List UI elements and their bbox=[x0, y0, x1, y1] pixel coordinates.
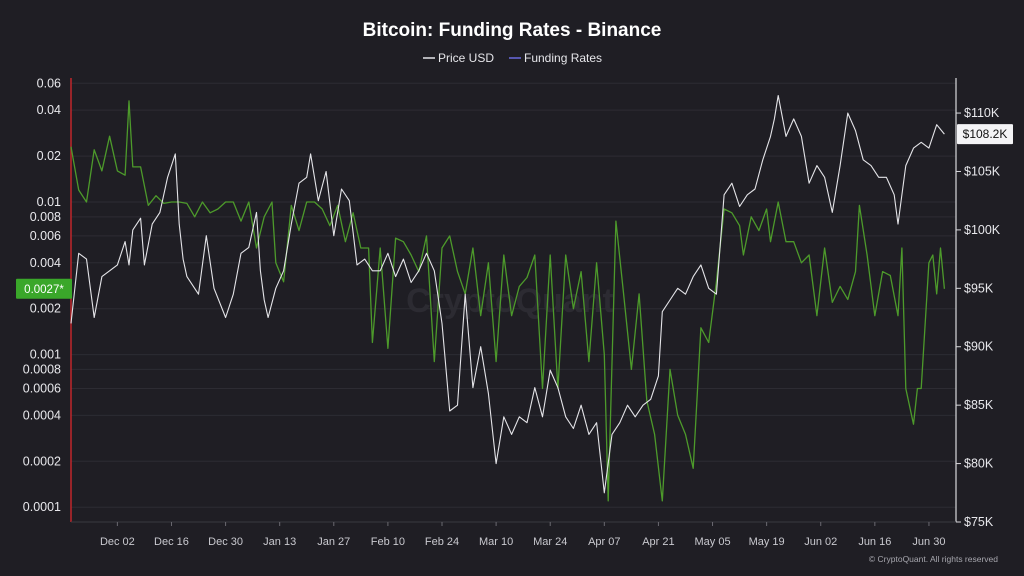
x-tick-label-3: Jan 13 bbox=[263, 536, 296, 548]
left-tick-label-10: 0.0006 bbox=[23, 381, 61, 395]
price-usd-line bbox=[70, 94, 945, 494]
legend-funding-label: Funding Rates bbox=[524, 51, 602, 65]
price-current-badge-bg bbox=[957, 124, 1013, 145]
right-tick-label-2: $85K bbox=[964, 398, 994, 412]
right-tick-label-7: $110K bbox=[964, 106, 1000, 120]
funding-rates-line bbox=[70, 100, 946, 502]
legend: Price USD Funding Rates bbox=[423, 51, 602, 65]
left-tick-label-0: 0.06 bbox=[37, 76, 61, 90]
x-tick-label-15: Jun 30 bbox=[912, 536, 945, 548]
x-tick-label-13: Jun 02 bbox=[804, 536, 837, 548]
x-axis-ticks: Dec 02 Dec 16 Dec 30 Jan 13 Jan 27 Feb 10 Feb … bbox=[100, 522, 945, 548]
x-tick-label-9: Apr 07 bbox=[588, 536, 620, 548]
price-current-badge-label: $108.2K bbox=[963, 127, 1008, 141]
left-tick-label-8: 0.001 bbox=[30, 348, 61, 362]
x-tick-label-12: May 19 bbox=[749, 536, 785, 548]
x-tick-label-8: Mar 24 bbox=[533, 536, 567, 548]
right-tick-label-6: $105K bbox=[964, 164, 1001, 178]
left-tick-label-1: 0.04 bbox=[37, 103, 61, 117]
left-tick-label-6: 0.004 bbox=[30, 256, 61, 270]
x-tick-label-1: Dec 16 bbox=[154, 536, 189, 548]
funding-current-badge-label: 0.0027* bbox=[24, 284, 64, 296]
right-axis-ticks: $75K $80K $85K $90K $95K $100K $105K $110K bbox=[956, 106, 1001, 529]
left-tick-label-2: 0.02 bbox=[37, 149, 61, 163]
chart-title: Bitcoin: Funding Rates - Binance bbox=[363, 20, 662, 41]
left-tick-label-3: 0.01 bbox=[37, 195, 61, 209]
right-tick-label-5: $100K bbox=[964, 223, 1001, 237]
copyright-credit: © CryptoQuant. All rights reserved bbox=[869, 554, 998, 564]
x-tick-label-10: Apr 21 bbox=[642, 536, 674, 548]
left-tick-label-12: 0.0002 bbox=[23, 454, 61, 468]
left-axis-ticks: 0.06 0.04 0.02 0.010.008 0.006 0.004 0.002 0.00… bbox=[23, 76, 61, 514]
left-tick-label-11: 0.0004 bbox=[23, 408, 61, 422]
x-tick-label-2: Dec 30 bbox=[208, 536, 243, 548]
right-tick-label-0: $75K bbox=[964, 515, 994, 529]
x-tick-label-7: Mar 10 bbox=[479, 536, 513, 548]
right-tick-label-4: $95K bbox=[964, 281, 994, 295]
series-price-usd bbox=[70, 94, 945, 494]
left-tick-label-13: 0.0001 bbox=[23, 500, 61, 514]
left-tick-label-5: 0.006 bbox=[30, 229, 61, 243]
left-tick-label-9: 0.0008 bbox=[23, 362, 61, 376]
funding-current-badge: 0.0027* bbox=[16, 278, 72, 299]
x-tick-label-4: Jan 27 bbox=[317, 536, 350, 548]
series-funding-rates bbox=[70, 100, 946, 502]
x-tick-label-6: Feb 24 bbox=[425, 536, 459, 548]
x-tick-label-14: Jun 16 bbox=[858, 536, 891, 548]
x-tick-label-0: Dec 02 bbox=[100, 536, 135, 548]
x-tick-label-5: Feb 10 bbox=[371, 536, 405, 548]
price-current-badge: $108.2K bbox=[957, 124, 1013, 145]
left-tick-label-7: 0.002 bbox=[30, 302, 61, 316]
legend-price-label: Price USD bbox=[438, 51, 494, 65]
left-tick-label-4: 0.008 bbox=[30, 210, 61, 224]
right-tick-label-1: $80K bbox=[964, 457, 994, 471]
x-tick-label-11: May 05 bbox=[694, 536, 730, 548]
funding-current-badge-bg bbox=[16, 278, 72, 299]
right-tick-label-3: $90K bbox=[964, 340, 994, 354]
